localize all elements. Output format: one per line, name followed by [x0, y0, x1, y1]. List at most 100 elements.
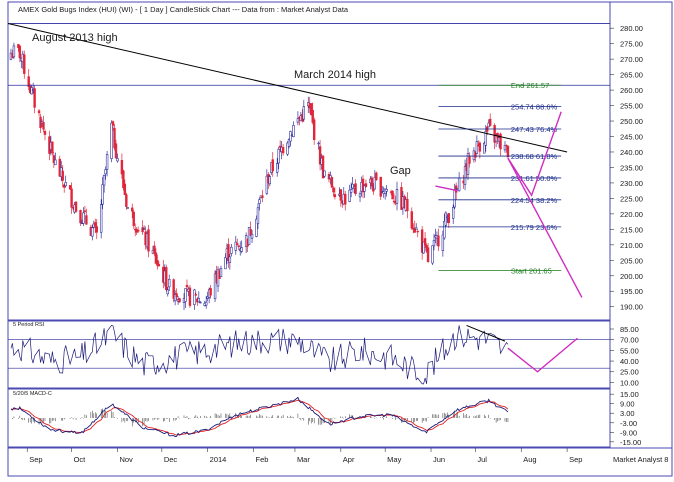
- candle-body: [64, 182, 67, 187]
- projection-path: [507, 111, 562, 197]
- candle-body: [219, 267, 223, 277]
- price-y-tick-label: 220.00: [620, 210, 643, 219]
- candle-body: [391, 190, 394, 200]
- price-y-tick-label: 280.00: [620, 24, 643, 33]
- macd-line: [10, 396, 509, 437]
- candle-body: [123, 183, 127, 195]
- candle-body: [194, 294, 198, 296]
- candle-body: [265, 175, 269, 194]
- price-y-tick-label: 215.00: [620, 225, 643, 234]
- candle-body: [206, 296, 209, 299]
- candle-body: [277, 148, 280, 164]
- candle-body: [447, 213, 450, 224]
- candle-body: [358, 193, 362, 198]
- candle-body: [168, 278, 171, 288]
- candle-body: [275, 163, 279, 173]
- candle-body: [339, 189, 343, 201]
- candle-body: [330, 177, 334, 188]
- candle-body: [432, 239, 436, 247]
- candle-body: [333, 194, 337, 198]
- axes: 280.00 275.00 270.00 265.00 260.00 255.00 250.…: [26, 24, 643, 464]
- rsi-y-tick-label: 10.00: [620, 378, 639, 387]
- rsi-y-tick-label: 25.00: [620, 368, 639, 377]
- candle-body: [318, 146, 322, 165]
- candle-body: [120, 160, 124, 175]
- candle-body: [441, 234, 445, 251]
- candle-body: [505, 144, 508, 147]
- candle-body: [410, 211, 413, 229]
- candle-body: [126, 207, 130, 209]
- price-y-tick-label: 275.00: [620, 40, 643, 49]
- candle-body: [153, 245, 156, 254]
- candle-body: [157, 264, 161, 267]
- candle-body: [437, 235, 440, 247]
- candle-body: [463, 166, 467, 185]
- fib-level-label: 247.43 76.4%: [511, 125, 558, 134]
- candle-body: [302, 106, 306, 120]
- macd-y-tick-label: -15.00: [620, 438, 641, 447]
- candle-body: [349, 189, 353, 193]
- candle-body: [51, 141, 54, 154]
- price-y-tick-label: 270.00: [620, 55, 643, 64]
- price-y-tick-label: 190.00: [620, 303, 643, 312]
- candle-body: [18, 45, 22, 59]
- candle-body: [247, 227, 251, 246]
- macd-y-tick-label: -9.00: [620, 428, 637, 437]
- candle-body: [227, 244, 230, 262]
- fib-level-label: Start 201.65: [511, 267, 552, 276]
- macd-plot: [10, 396, 509, 437]
- watermark: Market Analyst 8: [613, 455, 668, 464]
- candle-body: [423, 238, 427, 246]
- candle-body: [224, 257, 227, 270]
- fib-level-label: 224.54 38.2%: [511, 196, 558, 205]
- candle-body: [79, 210, 82, 224]
- candle-body: [413, 227, 416, 233]
- macd-y-tick-label: -3.00: [620, 419, 637, 428]
- candle-body: [178, 298, 181, 303]
- price-y-tick-label: 250.00: [620, 117, 643, 126]
- price-y-tick-label: 225.00: [620, 194, 643, 203]
- annotation-august-high: August 2013 high: [32, 32, 118, 44]
- x-tick-label: Mar: [297, 455, 310, 464]
- candle-body: [370, 177, 374, 187]
- candle-body: [457, 177, 461, 192]
- fib-level-label: 254.74 88.6%: [511, 102, 558, 111]
- price-y-tick-label: 205.00: [620, 256, 643, 265]
- candle-body: [61, 170, 64, 181]
- candle-body: [43, 130, 47, 135]
- projection-down-line: [507, 157, 583, 298]
- candle-body: [363, 185, 366, 192]
- candle-body: [452, 207, 455, 219]
- gap-arrow: [435, 185, 458, 192]
- candle-body: [205, 301, 208, 306]
- candle-body: [453, 190, 456, 208]
- candle-body: [197, 298, 201, 303]
- candle-body: [12, 45, 16, 58]
- candle-body: [240, 247, 243, 252]
- x-axis-area: [7, 447, 673, 477]
- candle-body: [175, 293, 178, 298]
- candle-body: [70, 188, 73, 208]
- candle-body: [422, 241, 425, 254]
- candle-body: [230, 246, 233, 254]
- rsi-projection: [507, 337, 578, 373]
- candle-body: [136, 229, 140, 232]
- candle-body: [348, 189, 351, 202]
- x-tick-label: Aug: [523, 455, 536, 464]
- candle-body: [475, 141, 479, 154]
- candle-body: [415, 227, 418, 230]
- price-y-tick-label: 260.00: [620, 86, 643, 95]
- price-y-tick-label: 240.00: [620, 148, 643, 157]
- candle-body: [289, 131, 292, 142]
- candle-body: [184, 288, 187, 302]
- candle-body: [102, 174, 106, 186]
- candle-body: [234, 241, 237, 251]
- candle-body: [54, 159, 57, 166]
- price-y-tick-label: 265.00: [620, 71, 643, 80]
- candle-body: [147, 229, 150, 252]
- candle-body: [185, 284, 189, 288]
- candle-body: [250, 233, 254, 239]
- candle-body: [99, 204, 103, 233]
- macd-panel: [7, 388, 611, 448]
- candle-body: [188, 287, 192, 306]
